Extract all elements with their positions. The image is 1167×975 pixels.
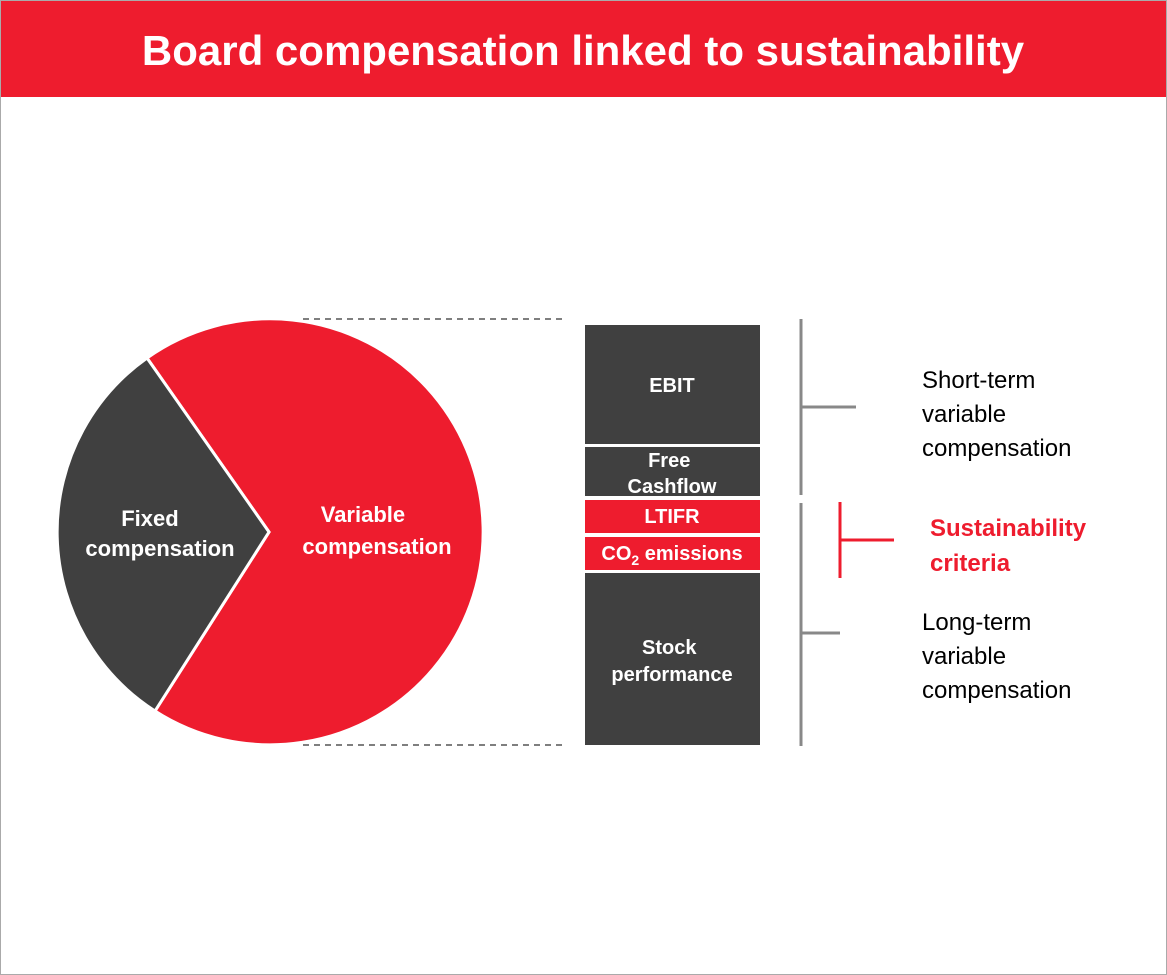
brackets: [799, 319, 856, 746]
label-line: variable: [922, 643, 1006, 670]
co2-sub: 2: [631, 552, 639, 568]
block-cashflow: [585, 447, 760, 496]
label-line: compensation: [302, 534, 451, 559]
label-line: compensation: [85, 536, 234, 561]
co2-main: CO: [601, 543, 631, 565]
red-bracket: [838, 502, 894, 578]
label-line: Fixed: [121, 506, 178, 531]
ebit-label: EBIT: [649, 375, 695, 397]
pie-variable: [144, 317, 485, 747]
block-stock: [585, 573, 760, 745]
label-line: Variable: [321, 502, 405, 527]
co2-rest: emissions: [639, 543, 742, 565]
ltifr-label: LTIFR: [644, 506, 700, 528]
label-line: compensation: [922, 677, 1071, 704]
label-line: Short-term: [922, 367, 1035, 394]
sustainability-label: Sustainability criteria: [930, 515, 1093, 577]
pie-fixed: [55, 355, 271, 714]
title: Board compensation linked to sustainabil…: [142, 27, 1025, 74]
label-line: variable: [922, 401, 1006, 428]
block-ltifr: [585, 500, 760, 533]
title-bar: [1, 1, 1166, 97]
label-line: compensation: [922, 435, 1071, 462]
pie-variable-label: Variable compensation: [302, 502, 451, 559]
co2-label: CO2 emissions: [601, 543, 742, 568]
label-line: Free: [648, 450, 690, 472]
pie-fixed-label: Fixed compensation: [85, 506, 234, 561]
cashflow-label: Free Cashflow: [628, 450, 717, 498]
short-term-label: Short-term variable compensation: [922, 367, 1071, 462]
block-co2: [585, 537, 760, 570]
block-ebit: [585, 325, 760, 444]
label-line: Sustainability: [930, 515, 1087, 542]
stock-label: Stock performance: [611, 637, 732, 686]
label-line: performance: [611, 664, 732, 686]
long-term-label: Long-term variable compensation: [922, 609, 1071, 704]
label-line: Stock: [642, 637, 697, 659]
label-line: criteria: [930, 550, 1011, 577]
label-line: Cashflow: [628, 476, 717, 498]
label-line: Long-term: [922, 609, 1031, 636]
